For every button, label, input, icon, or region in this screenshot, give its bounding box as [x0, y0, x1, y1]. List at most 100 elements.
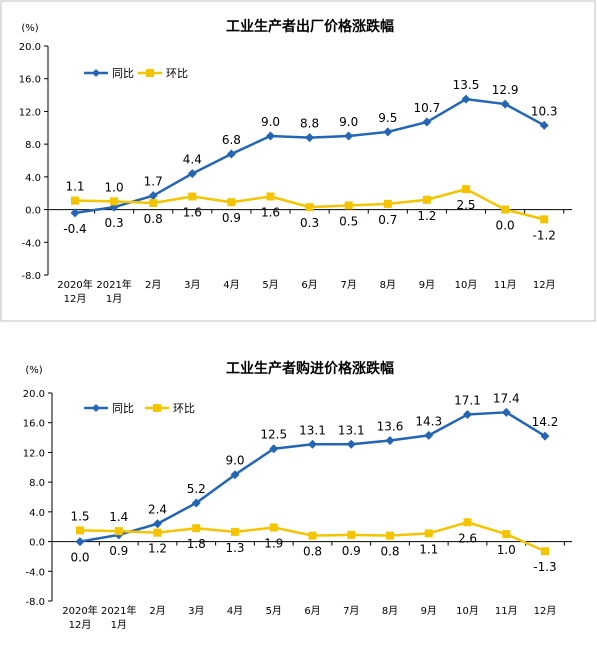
data-point-huanbi — [463, 518, 472, 527]
legend-tongbi-label: 同比 — [112, 67, 134, 80]
data-label-tongbi: 8.8 — [300, 117, 319, 131]
data-point-tongbi — [269, 444, 279, 454]
y-tick-label: 20.0 — [23, 389, 45, 400]
data-point-huanbi — [462, 185, 470, 194]
x-tick-label: 7月 — [343, 605, 359, 617]
y-tick-label: 4.0 — [25, 173, 41, 184]
chart-ppi-purchase-marks: 0.0 0.9 2.4 5.2 9.0 12.5 13.1 13.1 13.6 14.3 17.1 1… — [70, 391, 558, 574]
data-point-huanbi — [308, 531, 317, 540]
data-point-huanbi — [149, 199, 158, 208]
data-point-tongbi — [424, 430, 434, 440]
x-tick-label: 4月 — [223, 279, 239, 291]
x-tick-label: 2月 — [149, 605, 165, 617]
x-tick-label: 10月 — [455, 279, 478, 291]
legend-tongbi-marker — [92, 404, 100, 412]
x-tick-label: 3月 — [184, 279, 200, 291]
x-tick-label: 5月 — [262, 279, 278, 291]
x-tick-label-line2: 1月 — [106, 293, 122, 305]
data-point-tongbi — [70, 208, 80, 218]
data-label-huanbi: 1.4 — [109, 510, 128, 524]
chart-ppi-output-marks: -0.4 0.3 1.7 4.4 6.8 9.0 8.8 9.0 9.5 10.7 13.5 12.9… — [63, 78, 557, 242]
data-label-huanbi: 1.1 — [65, 180, 84, 194]
data-label-huanbi: 1.0 — [105, 180, 124, 194]
data-point-tongbi — [187, 169, 197, 179]
legend-huanbi-label: 环比 — [173, 402, 195, 415]
data-label-tongbi: 13.1 — [299, 423, 326, 437]
data-label-huanbi: 1.8 — [187, 537, 206, 551]
data-point-tongbi — [501, 407, 511, 417]
chart-ppi-purchase-legend: 同比 环比 — [84, 402, 195, 415]
data-label-huanbi: 1.0 — [497, 543, 516, 557]
data-label-huanbi: 1.2 — [148, 542, 167, 556]
data-point-huanbi — [269, 523, 278, 532]
chart-ppi-purchase: 工业生产者购进价格涨跌幅 (%) 同比 环比 20.0 16.0 12.0 8.0 4.… — [23, 360, 572, 631]
data-label-tongbi: 2.4 — [148, 503, 167, 517]
data-label-huanbi: 2.5 — [456, 198, 475, 212]
data-label-tongbi: 17.4 — [493, 391, 520, 405]
y-tick-label: -4.0 — [25, 567, 45, 578]
legend-huanbi-label: 环比 — [166, 67, 188, 80]
legend-tongbi-marker — [92, 69, 100, 77]
x-tick-label: 2月 — [145, 279, 161, 291]
legend-huanbi-marker — [146, 69, 154, 77]
x-tick-label: 6月 — [304, 605, 320, 617]
data-label-huanbi: 0.8 — [380, 545, 399, 559]
legend-tongbi-label: 同比 — [112, 402, 134, 415]
data-point-huanbi — [501, 205, 510, 214]
data-point-tongbi — [230, 470, 240, 480]
data-point-huanbi — [502, 530, 511, 539]
y-tick-label: 16.0 — [23, 419, 45, 430]
y-tick-label: 0.0 — [29, 538, 45, 549]
data-point-tongbi — [461, 94, 471, 104]
data-label-huanbi: 0.3 — [300, 216, 319, 230]
data-point-tongbi — [148, 191, 158, 201]
chart-ppi-output-legend: 同比 环比 — [84, 67, 188, 80]
data-point-tongbi — [308, 439, 317, 449]
data-label-tongbi: 13.5 — [453, 78, 480, 92]
x-tick-label-line2: 12月 — [64, 293, 87, 305]
data-label-tongbi: 9.0 — [225, 454, 244, 468]
data-point-huanbi — [114, 527, 123, 536]
data-label-tongbi: 4.4 — [183, 153, 202, 167]
data-point-huanbi — [231, 527, 239, 536]
data-point-tongbi — [540, 431, 550, 441]
data-label-huanbi: 0.8 — [144, 212, 163, 226]
data-point-tongbi — [346, 439, 356, 449]
data-point-huanbi — [386, 531, 394, 540]
x-tick-label: 9月 — [419, 279, 435, 291]
data-label-tongbi: 13.1 — [338, 423, 365, 437]
data-point-tongbi — [344, 131, 354, 141]
y-tick-label: 12.0 — [23, 448, 45, 459]
chart-ppi-output: 工业生产者出厂价格涨跌幅 (%) 同比 环比 20.0 16.0 12.0 8.0 4.… — [0, 0, 596, 322]
x-tick-label: 7月 — [341, 279, 357, 291]
x-tick-label: 9月 — [421, 605, 437, 617]
data-point-huanbi — [540, 215, 549, 224]
chart-ppi-purchase-axes: 20.0 16.0 12.0 8.0 4.0 0.0 -4.0 -8.0 2020年 12月 202… — [23, 389, 572, 631]
data-label-tongbi: 5.2 — [187, 482, 206, 496]
data-label-huanbi: 1.6 — [183, 205, 202, 219]
data-label-tongbi: 6.8 — [222, 133, 241, 147]
data-point-huanbi — [266, 192, 275, 201]
data-label-huanbi: -1.2 — [532, 228, 555, 242]
data-label-huanbi: 0.0 — [496, 219, 515, 233]
data-label-tongbi: 9.0 — [339, 115, 358, 129]
x-tick-label: 2020年 — [62, 604, 97, 617]
data-label-huanbi: -1.3 — [533, 560, 556, 574]
data-label-tongbi: 9.5 — [378, 111, 397, 125]
data-label-tongbi: 0.9 — [109, 544, 128, 558]
chart-ppi-output-unit: (%) — [21, 23, 38, 34]
data-point-huanbi — [192, 524, 201, 533]
data-point-huanbi — [541, 547, 549, 556]
x-tick-label-line2: 12月 — [69, 619, 92, 631]
chart-ppi-output-title: 工业生产者出厂价格涨跌幅 — [226, 18, 394, 35]
data-label-tongbi: 10.3 — [531, 104, 558, 118]
data-point-huanbi — [227, 198, 236, 207]
x-tick-label: 3月 — [188, 605, 204, 617]
data-point-huanbi — [344, 201, 353, 210]
data-label-huanbi: 1.3 — [225, 541, 244, 555]
data-label-huanbi: 1.1 — [419, 542, 438, 556]
y-tick-label: 16.0 — [19, 75, 41, 86]
y-tick-label: 0.0 — [25, 206, 41, 217]
data-point-tongbi — [153, 519, 162, 529]
x-tick-label: 12月 — [534, 605, 557, 617]
